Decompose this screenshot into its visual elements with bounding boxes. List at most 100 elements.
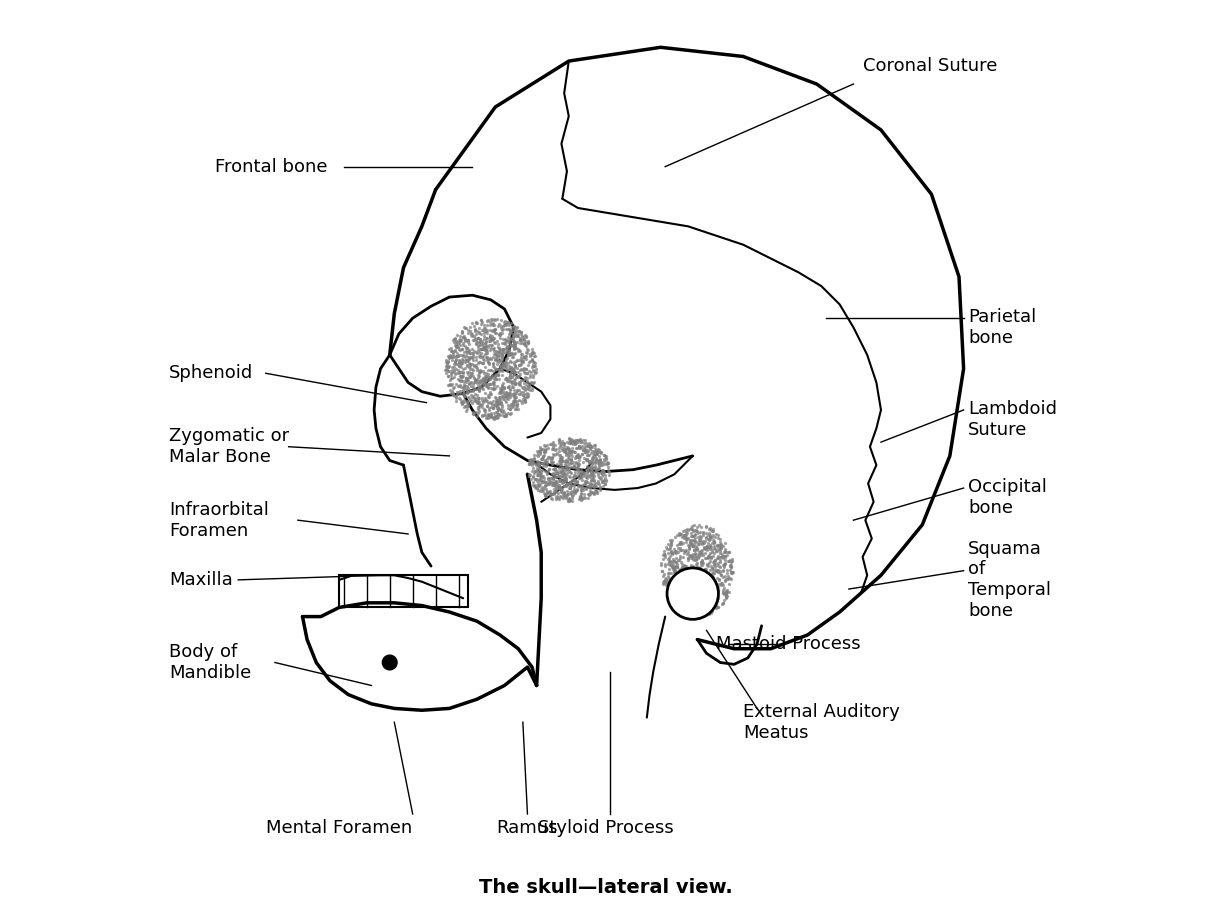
Point	[503, 393, 522, 408]
Point	[713, 583, 733, 598]
Point	[555, 474, 574, 489]
Point	[465, 359, 484, 374]
Point	[557, 463, 576, 478]
Point	[549, 469, 568, 484]
Point	[585, 441, 604, 456]
Point	[518, 469, 538, 484]
Point	[466, 381, 486, 396]
Point	[706, 600, 725, 614]
Text: Sphenoid: Sphenoid	[170, 365, 253, 382]
Point	[668, 592, 688, 607]
Point	[673, 561, 693, 576]
Point	[471, 336, 490, 351]
Point	[483, 401, 503, 415]
Point	[482, 408, 501, 423]
Point	[699, 531, 718, 546]
Point	[524, 346, 544, 361]
Text: The skull—lateral view.: The skull—lateral view.	[478, 878, 733, 897]
Point	[486, 325, 505, 340]
Point	[698, 584, 717, 599]
Point	[681, 532, 700, 547]
Point	[578, 462, 597, 477]
Point	[693, 603, 712, 618]
Point	[670, 536, 689, 551]
Point	[690, 578, 710, 593]
Point	[589, 441, 608, 456]
Point	[474, 402, 493, 416]
Point	[550, 469, 569, 484]
Point	[452, 393, 471, 408]
Point	[452, 368, 471, 383]
Point	[493, 322, 512, 337]
Point	[700, 554, 719, 568]
Point	[547, 466, 567, 481]
Point	[685, 583, 705, 598]
Point	[688, 589, 707, 603]
Point	[711, 576, 730, 590]
Point	[687, 573, 706, 588]
Point	[446, 356, 465, 370]
Point	[472, 373, 492, 388]
Point	[690, 531, 710, 546]
Point	[544, 437, 563, 451]
Point	[447, 349, 466, 364]
Point	[509, 323, 528, 338]
Point	[515, 349, 534, 364]
Point	[684, 560, 704, 575]
Point	[591, 453, 610, 468]
Point	[541, 471, 561, 485]
Point	[499, 370, 518, 385]
Point	[533, 480, 552, 495]
Point	[488, 340, 507, 355]
Point	[701, 606, 721, 621]
Point	[447, 334, 466, 349]
Point	[517, 389, 536, 403]
Point	[500, 326, 520, 341]
Point	[581, 464, 601, 479]
Point	[652, 557, 671, 572]
Point	[704, 565, 723, 580]
Point	[452, 323, 471, 338]
Point	[481, 363, 500, 378]
Point	[510, 387, 529, 402]
Point	[543, 466, 562, 481]
Point	[481, 394, 500, 409]
Point	[499, 335, 518, 350]
Point	[488, 397, 507, 412]
Point	[443, 346, 463, 361]
Point	[478, 312, 498, 327]
Point	[452, 369, 471, 384]
Point	[660, 557, 679, 572]
Point	[501, 375, 521, 390]
Point	[716, 556, 735, 571]
Point	[444, 332, 464, 346]
Point	[544, 475, 563, 490]
Point	[541, 453, 561, 468]
Point	[552, 443, 572, 458]
Point	[679, 547, 699, 562]
Point	[501, 339, 521, 354]
Point	[500, 370, 520, 385]
Point	[532, 450, 551, 465]
Point	[563, 469, 582, 484]
Point	[684, 586, 704, 600]
Point	[702, 568, 722, 583]
Point	[499, 315, 518, 330]
Point	[661, 558, 681, 573]
Point	[483, 401, 503, 415]
Point	[553, 473, 573, 488]
Point	[671, 541, 690, 555]
Point	[566, 450, 585, 465]
Point	[584, 443, 603, 458]
Point	[440, 382, 459, 397]
Point	[555, 437, 574, 451]
Point	[672, 574, 691, 589]
Point	[672, 588, 691, 602]
Point	[500, 406, 520, 421]
Point	[579, 488, 598, 503]
Point	[453, 337, 472, 352]
Point	[501, 345, 521, 360]
Point	[506, 394, 526, 409]
Point	[562, 449, 581, 463]
Point	[678, 600, 698, 615]
